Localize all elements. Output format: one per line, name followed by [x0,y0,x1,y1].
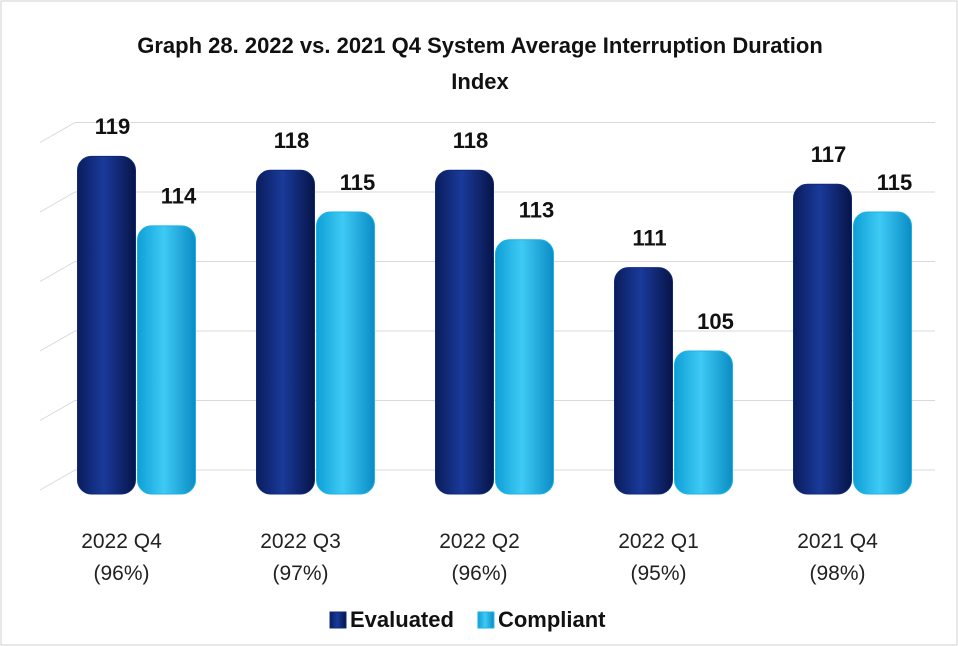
bar [137,225,196,495]
value-label: 111 [632,225,666,250]
value-label: 115 [340,170,376,195]
chart-title: Graph 28. 2022 vs. 2021 Q4 System Averag… [137,33,823,94]
value-label: 115 [877,170,913,195]
grid-line-side [39,191,76,213]
bar [853,211,912,495]
bar [674,350,733,495]
bar [316,211,375,495]
legend-swatch [477,611,495,629]
bar [77,155,136,495]
value-label: 118 [274,128,310,153]
grid-line-side [39,469,76,491]
bar [435,169,494,495]
value-label: 119 [95,114,131,139]
value-label: 118 [453,128,489,153]
x-tick-label: 2022 Q3 (97%) [260,530,341,585]
x-tick-label: 2021 Q4 (98%) [797,530,878,585]
x-tick-label: 2022 Q2 (96%) [439,530,520,585]
x-tick-label: 2022 Q1 (95%) [618,530,699,585]
legend-label: Compliant [498,607,606,632]
bar [256,169,315,495]
grid-line-side [39,261,76,282]
value-label: 117 [811,142,847,167]
value-label: 105 [697,309,734,334]
legend-swatch [329,611,347,629]
legend-label: Evaluated [350,607,454,632]
bar [495,239,554,495]
value-label: 114 [161,184,197,209]
value-label: 113 [519,198,555,223]
grid-line-side [39,400,76,421]
grid-line-side [39,330,76,352]
bar [614,267,673,495]
bar [793,183,852,495]
x-tick-label: 2022 Q4 (96%) [81,530,162,585]
grid-line-side [39,122,76,143]
